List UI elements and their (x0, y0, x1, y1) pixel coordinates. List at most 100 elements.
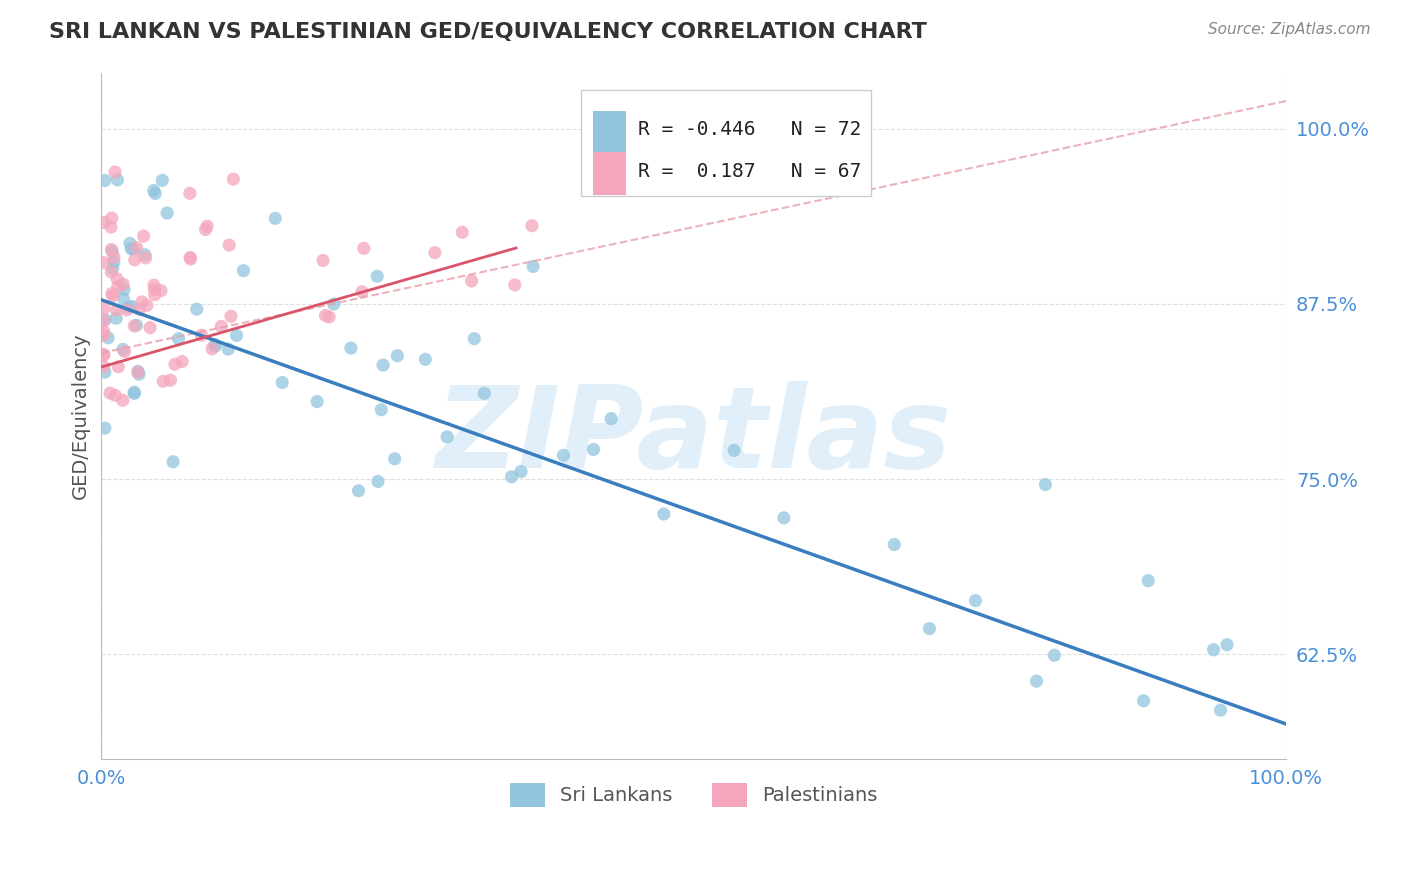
Point (105, 311, 128, 326)
Point (179, 186, 201, 201)
Point (127, 365, 149, 379)
Point (314, 309, 336, 323)
Text: R =  0.187   N = 67: R = 0.187 N = 67 (638, 161, 862, 180)
Point (222, 172, 245, 186)
Point (190, 328, 212, 343)
Point (384, 451, 406, 466)
Point (652, 507, 675, 521)
Point (366, 269, 388, 284)
Point (387, 349, 409, 363)
Point (142, 184, 165, 198)
Point (195, 219, 218, 234)
Point (436, 430, 458, 444)
Point (600, 411, 623, 425)
Point (773, 511, 796, 525)
Point (307, 394, 329, 409)
Point (143, 278, 166, 293)
Point (162, 455, 184, 469)
Point (94, 365, 117, 379)
Point (1202, 642, 1225, 657)
Point (112, 277, 135, 292)
Point (501, 470, 523, 484)
Point (100, 243, 122, 257)
Point (101, 261, 124, 276)
Point (125, 318, 148, 333)
Point (218, 238, 240, 252)
Point (232, 263, 254, 277)
Point (143, 287, 166, 301)
Point (209, 319, 232, 334)
Point (1132, 694, 1154, 708)
Point (124, 318, 146, 333)
Point (723, 443, 745, 458)
Point (179, 251, 201, 265)
Point (318, 310, 340, 324)
Point (1137, 574, 1160, 588)
Point (114, 344, 136, 359)
Point (186, 302, 208, 317)
Point (460, 274, 482, 288)
Point (965, 593, 987, 607)
Bar (581, 90, 872, 196)
Point (125, 241, 148, 255)
Point (510, 465, 533, 479)
Point (217, 342, 239, 356)
Point (124, 386, 146, 401)
Point (122, 385, 145, 400)
Point (194, 222, 217, 236)
Point (118, 236, 141, 251)
Point (127, 364, 149, 378)
Point (553, 449, 575, 463)
Point (271, 376, 294, 390)
Point (103, 250, 125, 264)
Point (522, 260, 544, 274)
Point (121, 300, 143, 314)
Point (143, 186, 166, 201)
Point (367, 475, 389, 489)
Point (1025, 674, 1047, 689)
Point (104, 388, 127, 402)
Point (97, 331, 120, 345)
Legend: Sri Lankans, Palestinians: Sri Lankans, Palestinians (502, 775, 886, 814)
Point (111, 393, 134, 408)
Point (201, 342, 224, 356)
Point (94, 312, 117, 326)
Point (93, 314, 115, 328)
Point (135, 298, 157, 312)
Point (107, 359, 129, 374)
Point (139, 320, 162, 334)
Point (340, 341, 363, 355)
Point (415, 352, 437, 367)
Point (101, 244, 124, 259)
Point (112, 283, 135, 297)
Point (264, 211, 287, 226)
Point (1209, 703, 1232, 717)
Point (225, 328, 247, 343)
Point (107, 173, 129, 187)
Point (100, 265, 122, 279)
Point (347, 483, 370, 498)
Point (371, 358, 394, 372)
Point (156, 206, 179, 220)
Point (143, 282, 166, 296)
Point (591, 179, 613, 194)
Point (167, 332, 190, 346)
Point (93, 255, 115, 269)
Point (122, 242, 145, 256)
Point (172, 354, 194, 368)
Point (163, 357, 186, 371)
Bar (593, 152, 626, 195)
Point (101, 289, 124, 303)
Point (312, 253, 335, 268)
Point (120, 242, 142, 256)
Point (503, 277, 526, 292)
Point (98, 386, 121, 401)
Point (472, 386, 495, 401)
Point (128, 302, 150, 317)
Point (100, 220, 122, 235)
Point (918, 622, 941, 636)
Point (322, 297, 344, 311)
Point (124, 252, 146, 267)
Bar (593, 111, 626, 154)
Point (101, 286, 124, 301)
